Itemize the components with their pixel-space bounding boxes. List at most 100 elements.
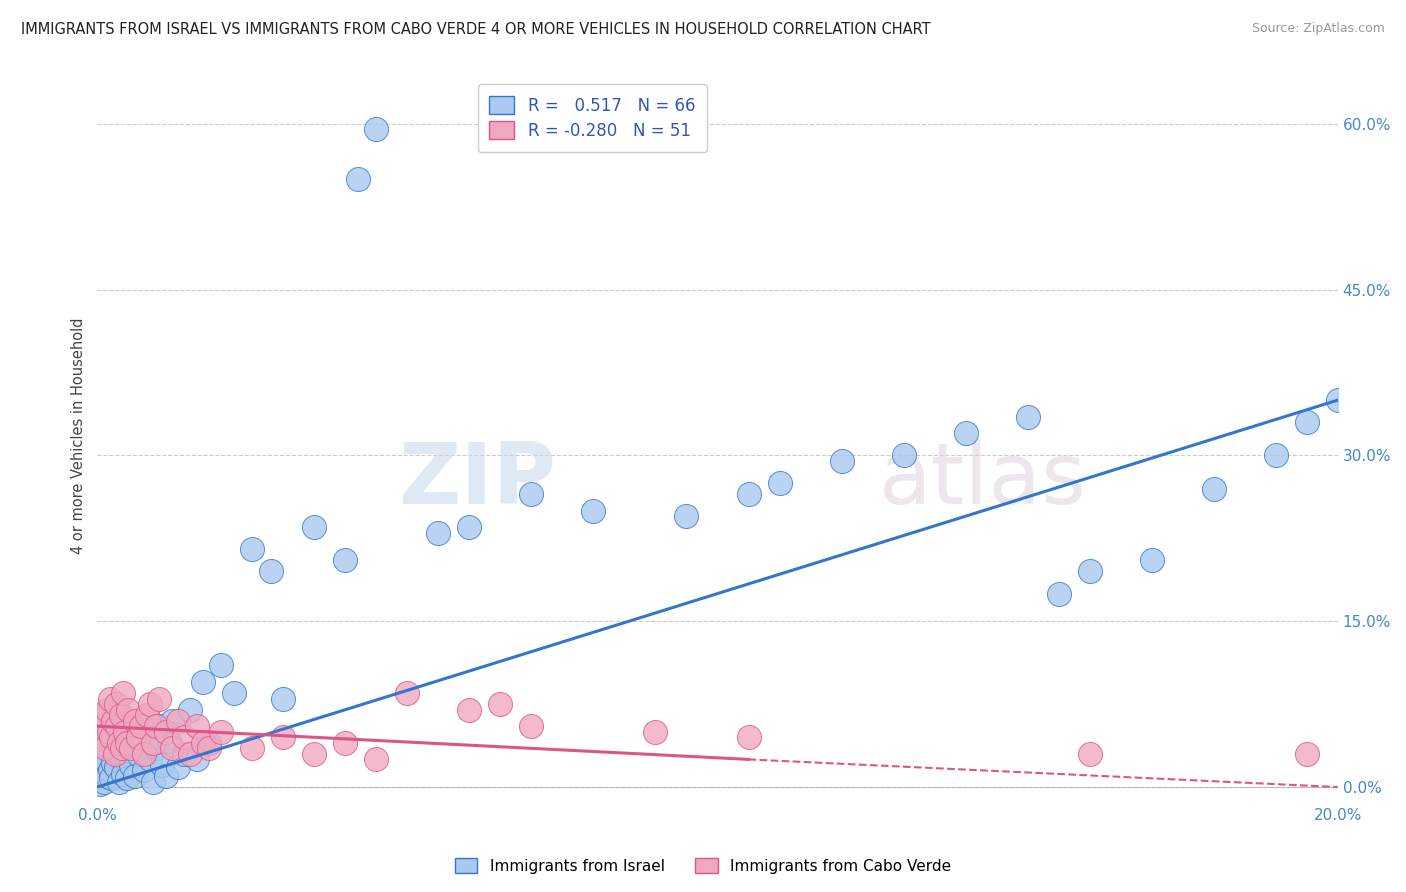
Point (112, 766, 135, 780)
Point (96, 703, 118, 717)
Point (167, 714, 190, 728)
Point (112, 686, 135, 700)
Point (117, 703, 139, 717)
Point (115, 771, 138, 785)
Point (273, 691, 295, 706)
Point (1295, 747, 1317, 761)
Point (111, 719, 134, 733)
Point (1264, 449, 1286, 463)
Point (108, 736, 131, 750)
Point (152, 758, 174, 772)
Point (129, 724, 152, 739)
Point (93, 708, 115, 723)
Point (145, 719, 167, 733)
Point (97, 724, 120, 739)
Point (104, 747, 127, 761)
Point (101, 756, 124, 770)
Point (139, 752, 162, 766)
Point (142, 736, 165, 750)
Point (427, 525, 450, 540)
Point (104, 760, 127, 774)
Text: IMMIGRANTS FROM ISRAEL VS IMMIGRANTS FROM CABO VERDE 4 OR MORE VEHICLES IN HOUSE: IMMIGRANTS FROM ISRAEL VS IMMIGRANTS FRO… (21, 22, 931, 37)
Point (160, 741, 183, 756)
Point (209, 658, 232, 673)
Point (127, 747, 149, 761)
Point (148, 719, 170, 733)
Point (955, 426, 977, 441)
Point (136, 708, 159, 723)
Point (93, 774, 115, 789)
Point (117, 731, 139, 745)
Point (737, 731, 759, 745)
Point (198, 741, 221, 756)
Point (145, 741, 167, 756)
Point (129, 719, 152, 733)
Point (139, 697, 162, 711)
Text: Source: ZipAtlas.com: Source: ZipAtlas.com (1251, 22, 1385, 36)
Point (173, 747, 195, 761)
Point (100, 771, 122, 785)
Point (1295, 415, 1317, 429)
Point (520, 719, 543, 733)
Point (148, 691, 170, 706)
Legend: Immigrants from Israel, Immigrants from Cabo Verde: Immigrants from Israel, Immigrants from … (449, 852, 957, 880)
Point (104, 697, 127, 711)
Point (96, 769, 118, 783)
Point (458, 520, 481, 534)
Point (1047, 586, 1070, 600)
Point (114, 724, 136, 739)
Point (142, 774, 165, 789)
Point (675, 509, 697, 524)
Point (304, 520, 326, 534)
Point (520, 487, 543, 501)
Point (115, 736, 138, 750)
Point (94, 741, 117, 756)
Point (167, 760, 190, 774)
Legend: R =   0.517   N = 66, R = -0.280   N = 51: R = 0.517 N = 66, R = -0.280 N = 51 (478, 84, 707, 152)
Point (644, 724, 666, 739)
Point (98, 764, 121, 778)
Point (114, 738, 136, 752)
Point (157, 733, 180, 747)
Point (893, 449, 915, 463)
Point (1326, 393, 1348, 408)
Point (1017, 409, 1039, 424)
Point (273, 731, 295, 745)
Point (186, 719, 208, 733)
Point (242, 741, 264, 756)
Point (104, 736, 127, 750)
Point (173, 731, 195, 745)
Y-axis label: 4 or more Vehicles in Household: 4 or more Vehicles in Household (72, 318, 86, 554)
Point (1140, 553, 1163, 567)
Point (120, 741, 142, 756)
Point (1078, 565, 1101, 579)
Point (100, 731, 122, 745)
Point (179, 747, 201, 761)
Point (101, 714, 124, 728)
Point (458, 703, 481, 717)
Point (132, 764, 155, 778)
Text: atlas: atlas (879, 439, 1087, 522)
Point (89, 719, 111, 733)
Point (191, 736, 214, 750)
Point (209, 724, 232, 739)
Point (222, 686, 245, 700)
Point (108, 774, 131, 789)
Point (94, 752, 117, 766)
Point (105, 719, 128, 733)
Point (335, 736, 357, 750)
Point (89, 777, 111, 791)
Point (110, 749, 132, 764)
Point (105, 745, 128, 759)
Point (111, 741, 134, 756)
Point (132, 747, 155, 761)
Point (198, 736, 221, 750)
Point (396, 686, 419, 700)
Point (1078, 747, 1101, 761)
Point (91, 760, 114, 774)
Point (179, 703, 201, 717)
Point (91, 736, 114, 750)
Point (304, 747, 326, 761)
Point (97, 741, 120, 756)
Point (155, 724, 177, 739)
